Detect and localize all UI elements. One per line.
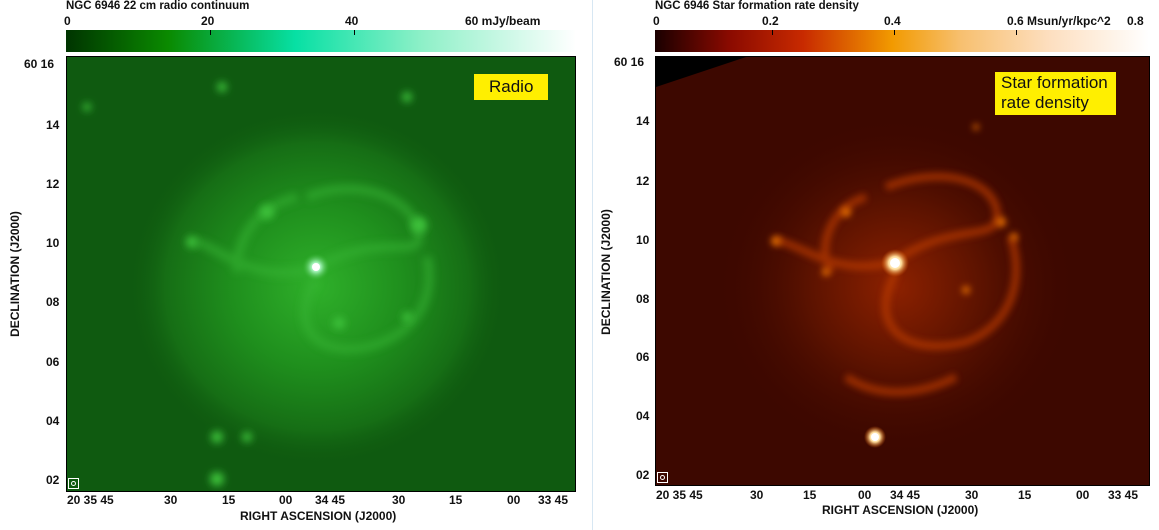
sfr-image: Star formation rate density [655,56,1150,486]
radio-colorbar-tick: 20 [201,14,214,28]
sfr-x-tick: 00 [1076,488,1089,502]
sfr-galaxy-map [656,57,1149,485]
sfr-x-tick: 30 [965,488,978,502]
radio-y-tick: 12 [46,177,59,191]
sfr-y-tick: 02 [636,468,649,482]
radio-x-tick: 20 35 45 [67,493,114,507]
radio-y-tick: 60 16 [24,57,54,71]
sfr-colorbar-tick: 0.2 [762,14,779,28]
radio-x-axis-label: RIGHT ASCENSION (J2000) [240,509,396,523]
sfr-x-tick: 30 [750,488,763,502]
sfr-y-tick: 14 [636,114,649,128]
radio-y-tick: 02 [46,473,59,487]
radio-galaxy-map [67,57,575,491]
sfr-colorbar-title: NGC 6946 Star formation rate density [655,0,859,12]
radio-colorbar-tick: 0 [64,14,71,28]
sfr-label-line1: Star formation [1001,73,1108,93]
radio-x-tick: 30 [392,493,405,507]
radio-y-tick: 06 [46,355,59,369]
radio-panel: NGC 6946 22 cm radio continuum 0 20 40 6… [0,0,590,530]
sfr-colorbar-tick: 0 [653,14,660,28]
sfr-x-axis-label: RIGHT ASCENSION (J2000) [822,503,978,517]
radio-x-tick: 34 45 [315,493,345,507]
sfr-colorbar-tick: 0.6 Msun/yr/kpc^2 [1007,14,1111,28]
radio-y-tick: 14 [46,118,59,132]
sfr-x-tick: 34 45 [890,488,920,502]
sfr-x-tick: 15 [1018,488,1031,502]
sfr-colorbar-tick: 0.8 [1127,14,1144,28]
beam-size-icon [657,472,668,483]
radio-image: Radio [66,56,576,492]
radio-x-tick: 15 [449,493,462,507]
radio-x-tick: 00 [507,493,520,507]
radio-colorbar [66,30,576,52]
sfr-x-tick: 33 45 [1108,488,1138,502]
radio-y-tick: 10 [46,236,59,250]
sfr-y-tick: 04 [636,409,649,423]
sfr-colorbar [655,30,1149,52]
radio-y-tick: 04 [46,414,59,428]
sfr-y-tick: 08 [636,292,649,306]
radio-x-tick: 33 45 [538,493,568,507]
sfr-x-tick: 20 35 45 [656,488,703,502]
radio-colorbar-tick: 40 [345,14,358,28]
sfr-y-axis-label: DECLINATION (J2000) [599,197,613,347]
sfr-label: Star formation rate density [995,72,1116,115]
panel-divider [592,0,593,530]
sfr-y-tick: 10 [636,233,649,247]
sfr-colorbar-tick: 0.4 [884,14,901,28]
radio-colorbar-title: NGC 6946 22 cm radio continuum [66,0,249,12]
sfr-y-tick: 60 16 [614,55,644,69]
sfr-x-tick: 15 [803,488,816,502]
radio-label: Radio [474,74,548,100]
sfr-y-tick: 12 [636,174,649,188]
beam-size-icon [68,478,79,489]
sfr-label-line2: rate density [1001,93,1108,113]
radio-y-axis-label: DECLINATION (J2000) [8,199,22,349]
radio-x-tick: 30 [164,493,177,507]
radio-x-tick: 15 [222,493,235,507]
radio-x-tick: 00 [279,493,292,507]
sfr-y-tick: 06 [636,350,649,364]
radio-colorbar-tick: 60 mJy/beam [465,14,540,28]
sfr-x-tick: 00 [858,488,871,502]
sfr-panel: NGC 6946 Star formation rate density 0 0… [596,0,1159,530]
radio-y-tick: 08 [46,295,59,309]
